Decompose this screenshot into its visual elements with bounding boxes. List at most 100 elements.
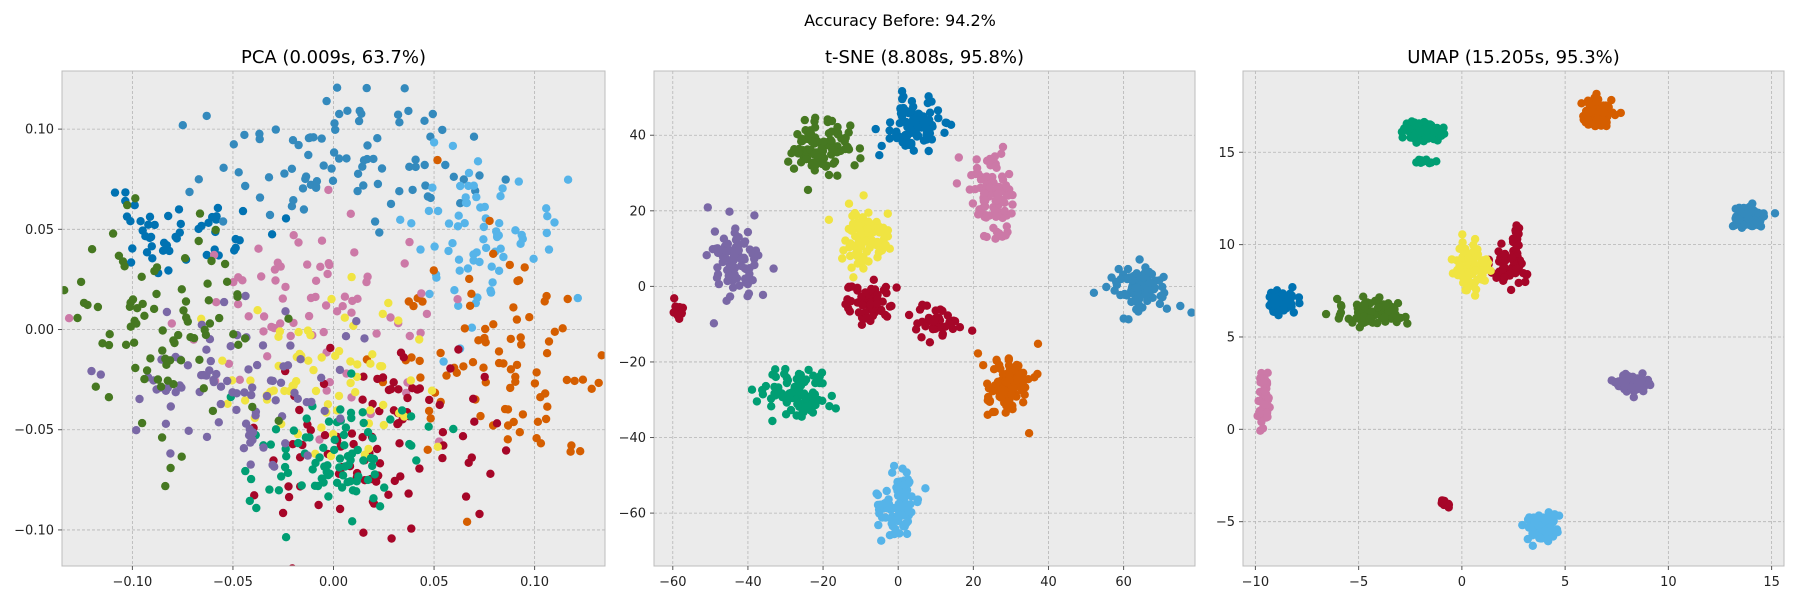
data-point (152, 263, 162, 272)
data-point (938, 331, 947, 340)
data-point (473, 293, 482, 302)
data-point (514, 177, 523, 186)
data-point (881, 240, 890, 250)
data-point (232, 389, 241, 398)
data-point (156, 382, 166, 391)
data-point (64, 314, 74, 323)
data-point (798, 136, 807, 146)
data-point (384, 490, 393, 499)
data-point (375, 406, 384, 416)
data-point (713, 263, 722, 272)
data-point (784, 157, 793, 166)
data-point (1506, 285, 1516, 295)
data-point (714, 279, 724, 289)
scatter-series (1253, 89, 1780, 550)
data-point (266, 440, 275, 449)
data-point (348, 517, 357, 526)
data-point (597, 351, 605, 360)
data-point (907, 97, 917, 106)
data-point (174, 330, 183, 340)
data-point (550, 327, 559, 336)
data-point (919, 136, 929, 145)
data-point (346, 477, 355, 486)
y-tick-label: 0 (638, 280, 646, 295)
data-point (317, 236, 327, 245)
data-point (811, 113, 820, 123)
data-point (271, 396, 280, 405)
data-point (344, 460, 353, 470)
data-point (200, 325, 209, 335)
data-point (709, 319, 719, 328)
data-point (594, 378, 603, 388)
data-point (218, 217, 228, 226)
data-point (358, 162, 367, 171)
data-point (481, 324, 490, 334)
data-point (438, 453, 447, 463)
data-point (1536, 534, 1545, 543)
data-point (1518, 520, 1527, 530)
data-point (294, 238, 303, 247)
scatter-series (669, 87, 1195, 545)
data-point (87, 366, 96, 376)
data-point (1000, 386, 1009, 395)
data-point (184, 426, 193, 435)
data-point (185, 187, 194, 197)
data-point (465, 301, 475, 310)
data-point (863, 224, 872, 233)
x-tick-label: −0.05 (213, 575, 253, 590)
data-point (1420, 156, 1429, 165)
data-point (144, 220, 153, 229)
data-point (244, 365, 253, 374)
data-point (1462, 286, 1472, 295)
data-point (334, 391, 344, 401)
data-point (732, 234, 742, 243)
data-point (989, 365, 999, 374)
data-point (480, 372, 489, 382)
data-point (1365, 314, 1375, 323)
data-point (1507, 253, 1517, 262)
data-point (299, 205, 309, 214)
data-point (306, 330, 315, 340)
data-point (809, 371, 818, 380)
data-point (276, 378, 286, 387)
data-point (857, 320, 867, 329)
data-point (298, 184, 308, 193)
data-point (146, 354, 155, 363)
data-point (768, 416, 777, 426)
data-point (1734, 215, 1744, 224)
data-point (330, 119, 339, 128)
data-point (157, 433, 167, 442)
data-point (286, 341, 295, 350)
data-point (125, 302, 135, 311)
data-point (329, 148, 339, 157)
y-tick-label: −0.05 (14, 423, 54, 438)
data-point (424, 406, 434, 416)
data-point (281, 439, 290, 448)
data-point (774, 383, 783, 392)
data-point (294, 438, 303, 448)
chart-panel-3: −10 −5 0 5 10 15 −5 0 5 10 15 UMAP (15.205s, 95.3%) (1216, 47, 1785, 590)
data-point (854, 221, 863, 230)
data-point (862, 247, 872, 256)
data-point (373, 179, 383, 189)
data-point (427, 386, 437, 395)
data-point (859, 191, 868, 200)
data-point (501, 175, 510, 184)
data-point (847, 263, 856, 272)
data-point (195, 355, 204, 364)
data-point (294, 140, 303, 150)
data-point (415, 356, 424, 366)
data-point (162, 307, 172, 317)
data-point (566, 447, 575, 456)
data-point (399, 353, 408, 362)
data-point (359, 372, 368, 381)
data-point (1334, 314, 1344, 323)
data-point (204, 296, 213, 305)
data-point (301, 174, 310, 184)
data-point (319, 443, 328, 452)
data-point (212, 369, 221, 379)
y-tick-label: 15 (1218, 146, 1235, 161)
data-point (972, 155, 981, 164)
data-point (126, 258, 136, 267)
